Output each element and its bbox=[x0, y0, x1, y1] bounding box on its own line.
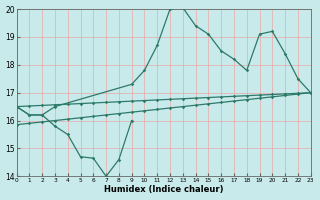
X-axis label: Humidex (Indice chaleur): Humidex (Indice chaleur) bbox=[104, 185, 223, 194]
